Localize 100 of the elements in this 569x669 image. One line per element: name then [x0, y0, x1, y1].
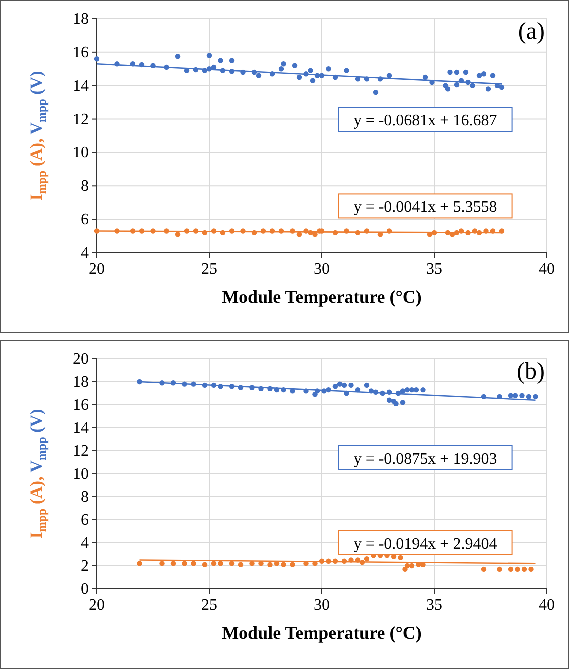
- point: [137, 561, 142, 566]
- point: [332, 384, 338, 390]
- point: [170, 561, 176, 566]
- point: [296, 74, 302, 80]
- y-tick-label: 18: [73, 11, 89, 28]
- point: [448, 70, 453, 76]
- point: [409, 563, 415, 569]
- point: [337, 382, 343, 387]
- point: [400, 400, 406, 406]
- point: [508, 393, 514, 398]
- y-tick-label: 12: [73, 111, 89, 128]
- point: [404, 563, 410, 569]
- point: [470, 83, 476, 88]
- point: [278, 66, 284, 72]
- point: [206, 53, 212, 58]
- point: [386, 73, 392, 78]
- point: [400, 388, 406, 394]
- point: [422, 74, 428, 80]
- point: [486, 86, 492, 92]
- x-tick-label: 30: [314, 261, 330, 278]
- point: [373, 90, 379, 96]
- point: [454, 82, 460, 88]
- x-axis-title: Module Temperature (°C): [222, 287, 422, 307]
- point: [310, 78, 316, 84]
- point: [202, 562, 208, 568]
- x-tick-label: 25: [202, 597, 218, 614]
- point: [256, 73, 262, 78]
- point: [326, 66, 332, 72]
- point: [218, 561, 224, 566]
- annotation: y = -0.0681x + 16.687: [354, 112, 498, 130]
- y-tick-label: 8: [81, 178, 89, 196]
- point: [364, 556, 370, 562]
- y-tick-label: 10: [73, 466, 89, 483]
- y-tick-label: 10: [73, 144, 89, 162]
- x-tick-label: 40: [539, 261, 555, 278]
- y-tick-label: 16: [73, 44, 89, 62]
- point: [342, 382, 348, 388]
- point: [497, 566, 502, 572]
- point: [229, 561, 235, 566]
- point: [394, 401, 399, 406]
- y-tick-label: 14: [73, 420, 89, 437]
- x-tick-label: 35: [426, 597, 442, 614]
- point: [522, 566, 528, 572]
- y-tick-label: 16: [73, 397, 89, 414]
- y-tick-label: 6: [81, 512, 89, 529]
- x-axis-title: Module Temperature (°C): [222, 623, 422, 643]
- point: [445, 86, 451, 92]
- chart-title: (b): [517, 359, 545, 385]
- point: [508, 566, 514, 572]
- point: [404, 387, 410, 393]
- point: [476, 73, 482, 78]
- point: [268, 562, 273, 568]
- point: [463, 70, 469, 76]
- y-tick-label: 4: [81, 535, 89, 552]
- point: [481, 566, 487, 572]
- point: [490, 73, 496, 78]
- annotation: y = -0.0194x + 2.9404: [354, 536, 498, 553]
- point: [528, 566, 534, 572]
- x-tick-label: 25: [202, 261, 218, 278]
- point: [344, 68, 350, 74]
- point: [290, 562, 296, 568]
- annotation: y = -0.0875x + 19.903: [354, 450, 498, 468]
- point: [94, 56, 100, 62]
- point: [281, 562, 286, 568]
- point: [386, 398, 392, 403]
- point: [409, 387, 415, 393]
- point: [520, 393, 525, 398]
- point: [211, 561, 217, 566]
- y-tick-label: 0: [81, 581, 89, 598]
- chart-title: (a): [518, 19, 545, 45]
- x-tick-label: 40: [539, 597, 555, 614]
- point: [292, 63, 298, 68]
- annotation: y = -0.0041x + 5.3558: [354, 199, 498, 216]
- point: [512, 393, 518, 398]
- y-tick-label: 4: [81, 245, 89, 262]
- point: [175, 232, 181, 238]
- point: [308, 68, 314, 74]
- point: [481, 72, 487, 77]
- y-tick-label: 18: [73, 374, 89, 391]
- y-tick-label: 6: [81, 212, 89, 229]
- point: [160, 561, 165, 566]
- y-tick-label: 8: [81, 489, 89, 506]
- point: [398, 555, 404, 561]
- y-tick-label: 2: [81, 558, 89, 575]
- point: [414, 387, 420, 393]
- point: [499, 84, 505, 90]
- point: [218, 58, 224, 64]
- point: [229, 58, 235, 64]
- point: [281, 62, 286, 67]
- point: [454, 70, 460, 76]
- y-tick-label: 20: [73, 351, 89, 368]
- point: [533, 394, 538, 400]
- point: [515, 566, 520, 572]
- point: [420, 387, 426, 393]
- point: [348, 382, 354, 388]
- x-tick-label: 30: [314, 597, 330, 614]
- y-tick-label: 12: [73, 443, 89, 460]
- point: [364, 382, 370, 388]
- point: [182, 561, 188, 566]
- y-tick-label: 14: [73, 78, 89, 95]
